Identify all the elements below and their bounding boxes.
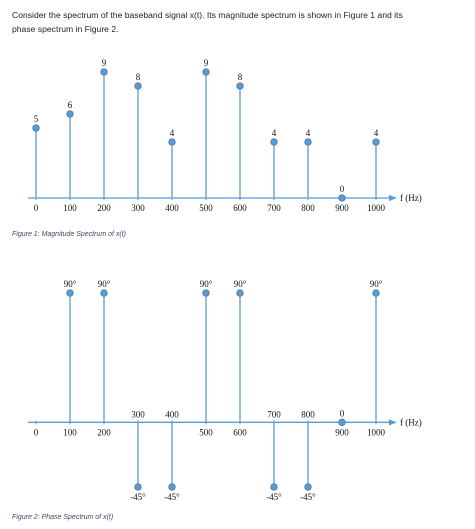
x-tick-label: 600 xyxy=(233,203,247,213)
stem-marker xyxy=(66,289,74,297)
stem-marker xyxy=(236,289,244,297)
data-label: 4 xyxy=(306,128,311,138)
intro-line: phase spectrum in Figure 2. xyxy=(12,24,119,34)
x-tick-label: 1000 xyxy=(367,203,386,213)
data-label: 8 xyxy=(238,72,243,82)
x-tick-label: 200 xyxy=(97,427,111,437)
stem-marker xyxy=(338,418,346,426)
stem-marker xyxy=(270,138,278,146)
stem-marker xyxy=(372,289,380,297)
data-label: 9 xyxy=(204,58,209,68)
stem-marker xyxy=(168,138,176,146)
stem-marker xyxy=(372,138,380,146)
stem-marker xyxy=(270,483,278,491)
intro-line: Consider the spectrum of the baseband si… xyxy=(12,10,403,20)
x-tick-label: 0 xyxy=(34,427,39,437)
data-label: 5 xyxy=(34,114,39,124)
data-label: -45° xyxy=(300,492,316,502)
stem-marker xyxy=(134,483,142,491)
x-tick-label: 300 xyxy=(131,409,145,419)
data-label: -45° xyxy=(164,492,180,502)
stem-marker xyxy=(32,124,40,132)
x-tick-label: 0 xyxy=(34,203,39,213)
stem-marker xyxy=(66,110,74,118)
stem-marker xyxy=(134,82,142,90)
data-label: 4 xyxy=(374,128,379,138)
x-tick-label: 800 xyxy=(301,203,315,213)
x-tick-label: 900 xyxy=(335,427,349,437)
x-tick-label: 100 xyxy=(63,427,77,437)
data-label: 90° xyxy=(370,279,383,289)
data-label: 90° xyxy=(234,279,247,289)
x-axis-label: f (Hz) xyxy=(400,417,422,427)
x-tick-label: 500 xyxy=(199,427,213,437)
data-label: 0 xyxy=(340,408,345,418)
x-tick-label: 100 xyxy=(63,203,77,213)
data-label: -45° xyxy=(130,492,146,502)
data-label: -45° xyxy=(266,492,282,502)
stem-marker xyxy=(202,68,210,76)
x-tick-label: 500 xyxy=(199,203,213,213)
stem-marker xyxy=(304,138,312,146)
data-label: 8 xyxy=(136,72,141,82)
x-tick-label: 400 xyxy=(165,409,179,419)
stem-marker xyxy=(168,483,176,491)
x-tick-label: 700 xyxy=(267,203,281,213)
data-label: 90° xyxy=(200,279,213,289)
data-label: 4 xyxy=(272,128,277,138)
data-label: 90° xyxy=(64,279,77,289)
caption: Figure 2: Phase Spectrum of x(t) xyxy=(12,514,113,521)
x-tick-label: 400 xyxy=(165,203,179,213)
stem-marker xyxy=(100,289,108,297)
x-tick-label: 800 xyxy=(301,409,315,419)
data-label: 6 xyxy=(68,100,73,110)
x-tick-label: 700 xyxy=(267,409,281,419)
stem-marker xyxy=(338,194,346,202)
data-label: 4 xyxy=(170,128,175,138)
x-tick-label: 200 xyxy=(97,203,111,213)
data-label: 0 xyxy=(340,184,345,194)
stem-marker xyxy=(202,289,210,297)
x-tick-label: 600 xyxy=(233,427,247,437)
x-axis-label: f (Hz) xyxy=(400,193,422,203)
x-tick-label: 300 xyxy=(131,203,145,213)
stem-marker xyxy=(236,82,244,90)
data-label: 9 xyxy=(102,58,107,68)
data-label: 90° xyxy=(98,279,111,289)
stem-marker xyxy=(100,68,108,76)
stem-marker xyxy=(304,483,312,491)
caption: Figure 1: Magnitude Spectrum of x(t) xyxy=(12,231,126,238)
x-tick-label: 900 xyxy=(335,203,349,213)
x-tick-label: 1000 xyxy=(367,427,386,437)
